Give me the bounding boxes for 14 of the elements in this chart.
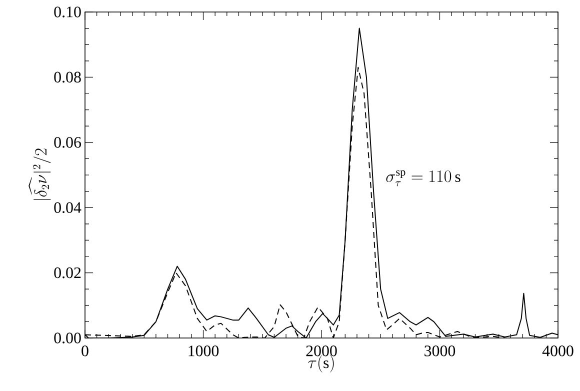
y-axis-title: $|\widehat{\delta_2\nu}|^2/2$ — [28, 148, 51, 200]
y-tick-label: 0.10 — [54, 6, 81, 18]
x-tick-label: 4000 — [542, 346, 574, 356]
y-tick-label: 0.00 — [54, 332, 81, 344]
x-tick-label: 1000 — [188, 346, 219, 356]
y-tick-label: 0.02 — [54, 267, 81, 278]
x-tick-label: 2000 — [306, 346, 337, 356]
y-tick-label: 0.08 — [54, 72, 81, 83]
x-tick-label: 0 — [82, 346, 88, 356]
x-tick-label: 3000 — [424, 346, 456, 356]
x-axis-title: $\tau(\mathrm{s})$ — [308, 355, 334, 372]
annotation: $\sigma_\tau^{\mathrm{sp}}=110\,\mathrm{s}$ — [386, 170, 460, 186]
y-tick-label: 0.04 — [54, 202, 82, 214]
y-tick-label: 0.06 — [54, 136, 82, 148]
